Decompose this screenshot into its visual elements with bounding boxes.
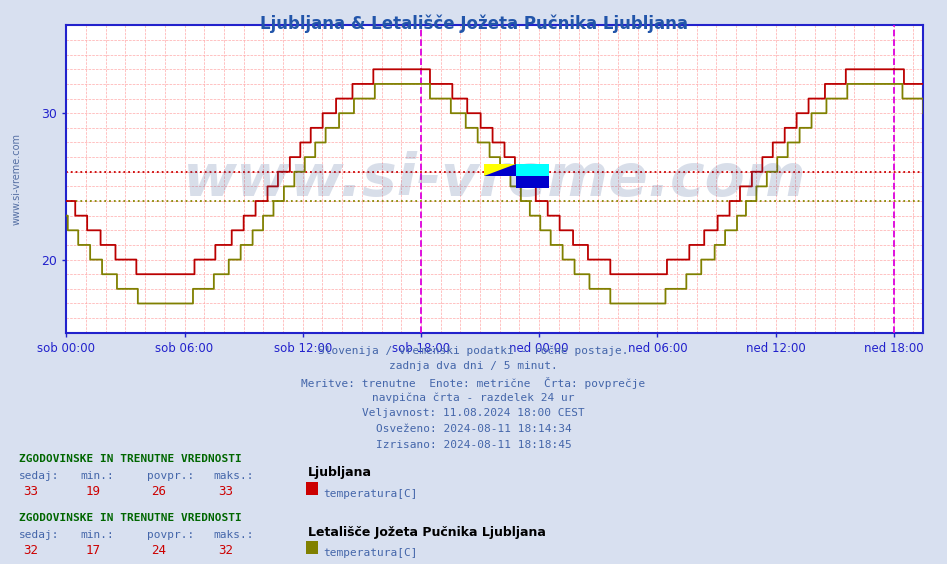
Text: Veljavnost: 11.08.2024 18:00 CEST: Veljavnost: 11.08.2024 18:00 CEST [362, 408, 585, 418]
Text: min.:: min.: [80, 471, 115, 481]
Text: 26: 26 [152, 485, 167, 498]
Text: Ljubljana & Letališče Jožeta Pučnika Ljubljana: Ljubljana & Letališče Jožeta Pučnika Lju… [259, 14, 688, 33]
Text: temperatura[C]: temperatura[C] [323, 548, 418, 558]
Text: temperatura[C]: temperatura[C] [323, 489, 418, 499]
Bar [484, 164, 516, 176]
Text: ZGODOVINSKE IN TRENUTNE VREDNOSTI: ZGODOVINSKE IN TRENUTNE VREDNOSTI [19, 454, 241, 464]
Bar [516, 164, 549, 176]
Text: maks.:: maks.: [213, 530, 254, 540]
Text: Letališče Jožeta Pučnika Ljubljana: Letališče Jožeta Pučnika Ljubljana [308, 526, 545, 539]
Text: 32: 32 [218, 544, 233, 557]
Text: 33: 33 [218, 485, 233, 498]
Text: povpr.:: povpr.: [147, 530, 194, 540]
Text: Ljubljana: Ljubljana [308, 466, 372, 479]
Text: sedaj:: sedaj: [19, 471, 60, 481]
Text: 32: 32 [24, 544, 39, 557]
Text: maks.:: maks.: [213, 471, 254, 481]
Polygon shape [484, 164, 516, 176]
Text: sedaj:: sedaj: [19, 530, 60, 540]
Text: 24: 24 [152, 544, 167, 557]
Text: Slovenija / vremenski podatki - ročne postaje.: Slovenija / vremenski podatki - ročne po… [318, 345, 629, 356]
Bar [516, 176, 549, 188]
Text: Meritve: trenutne  Enote: metrične  Črta: povprečje: Meritve: trenutne Enote: metrične Črta: … [301, 377, 646, 389]
Text: 19: 19 [85, 485, 100, 498]
Text: www.si-vreme.com: www.si-vreme.com [11, 133, 22, 225]
Text: min.:: min.: [80, 530, 115, 540]
Text: Osveženo: 2024-08-11 18:14:34: Osveženo: 2024-08-11 18:14:34 [376, 424, 571, 434]
Text: 33: 33 [24, 485, 39, 498]
Text: Izrisano: 2024-08-11 18:18:45: Izrisano: 2024-08-11 18:18:45 [376, 440, 571, 450]
Text: navpična črta - razdelek 24 ur: navpična črta - razdelek 24 ur [372, 393, 575, 403]
Text: 17: 17 [85, 544, 100, 557]
Text: zadnja dva dni / 5 minut.: zadnja dva dni / 5 minut. [389, 361, 558, 371]
Text: www.si-vreme.com: www.si-vreme.com [183, 151, 807, 208]
Text: povpr.:: povpr.: [147, 471, 194, 481]
Text: ZGODOVINSKE IN TRENUTNE VREDNOSTI: ZGODOVINSKE IN TRENUTNE VREDNOSTI [19, 513, 241, 523]
